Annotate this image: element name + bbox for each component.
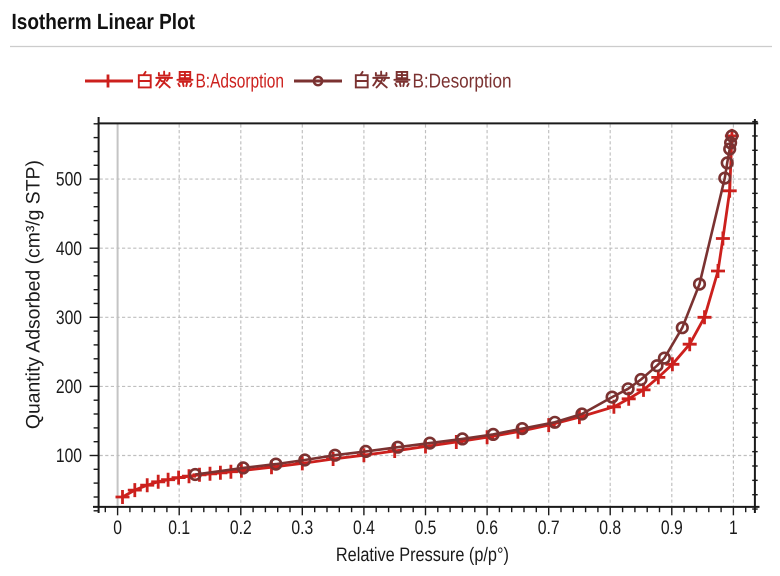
svg-text:500: 500 — [56, 169, 82, 191]
svg-text:100: 100 — [56, 445, 82, 467]
svg-text:0: 0 — [113, 517, 122, 539]
svg-text:Relative Pressure (p/p°): Relative Pressure (p/p°) — [336, 544, 509, 566]
svg-text:Quantity Adsorbed (cm³/g STP): Quantity Adsorbed (cm³/g STP) — [23, 160, 45, 429]
svg-text:300: 300 — [56, 307, 82, 329]
svg-text:0.2: 0.2 — [230, 517, 252, 539]
svg-text:0.6: 0.6 — [476, 517, 498, 539]
svg-text:0.5: 0.5 — [415, 517, 437, 539]
svg-text:200: 200 — [56, 376, 82, 398]
svg-text:0.1: 0.1 — [168, 517, 190, 539]
svg-text:0.8: 0.8 — [599, 517, 621, 539]
svg-text:0.4: 0.4 — [353, 517, 375, 539]
svg-text:Isotherm Linear Plot: Isotherm Linear Plot — [12, 9, 196, 34]
svg-text:B:Adsorption: B:Adsorption — [196, 70, 285, 92]
svg-text:0.9: 0.9 — [661, 517, 683, 539]
svg-text:1: 1 — [729, 517, 738, 539]
svg-text:B:Desorption: B:Desorption — [413, 70, 512, 92]
svg-text:0.7: 0.7 — [538, 517, 560, 539]
svg-text:0.3: 0.3 — [291, 517, 313, 539]
svg-text:400: 400 — [56, 238, 82, 260]
